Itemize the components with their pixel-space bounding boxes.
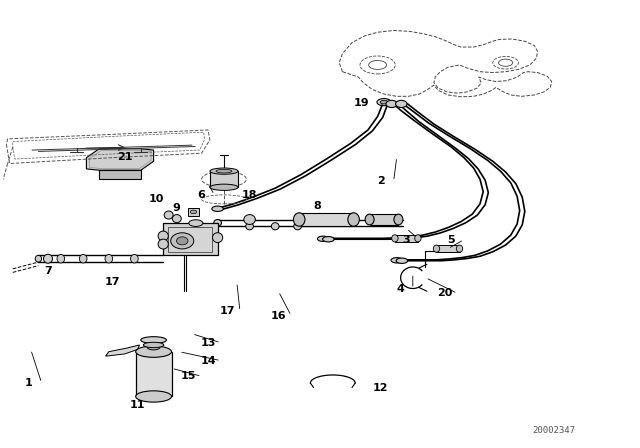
- Ellipse shape: [131, 254, 138, 263]
- Ellipse shape: [190, 210, 196, 214]
- Text: 5: 5: [447, 235, 455, 245]
- Ellipse shape: [136, 346, 172, 358]
- Ellipse shape: [394, 214, 403, 225]
- Ellipse shape: [456, 245, 463, 252]
- Ellipse shape: [396, 100, 407, 108]
- Ellipse shape: [158, 231, 168, 241]
- Polygon shape: [99, 170, 141, 179]
- Ellipse shape: [136, 391, 172, 402]
- Text: 7: 7: [44, 266, 52, 276]
- Ellipse shape: [396, 258, 408, 263]
- Circle shape: [171, 233, 194, 249]
- Ellipse shape: [172, 215, 181, 223]
- Text: 13: 13: [200, 338, 216, 348]
- Bar: [188, 208, 199, 216]
- Text: 15: 15: [181, 371, 196, 381]
- Text: 12: 12: [373, 383, 388, 392]
- Ellipse shape: [391, 258, 403, 263]
- Ellipse shape: [271, 223, 279, 230]
- Ellipse shape: [377, 99, 391, 106]
- Ellipse shape: [294, 213, 305, 226]
- Text: 14: 14: [200, 356, 216, 366]
- Text: 21: 21: [117, 152, 132, 162]
- Ellipse shape: [317, 236, 329, 241]
- Ellipse shape: [158, 239, 168, 249]
- Ellipse shape: [143, 342, 164, 348]
- Polygon shape: [106, 345, 140, 356]
- Ellipse shape: [164, 211, 173, 219]
- Ellipse shape: [294, 223, 301, 230]
- Text: 11: 11: [130, 401, 145, 410]
- Ellipse shape: [392, 235, 398, 242]
- Bar: [436, 245, 460, 252]
- Text: 6: 6: [198, 190, 205, 200]
- Circle shape: [177, 237, 188, 245]
- Text: 17: 17: [104, 277, 120, 287]
- Text: 3: 3: [403, 235, 410, 245]
- Ellipse shape: [348, 213, 360, 226]
- Bar: [395, 235, 418, 242]
- Ellipse shape: [214, 220, 221, 226]
- Ellipse shape: [212, 233, 223, 242]
- Ellipse shape: [433, 245, 440, 252]
- Text: 10: 10: [149, 194, 164, 204]
- Text: 8: 8: [313, 201, 321, 211]
- Bar: [300, 213, 354, 226]
- Ellipse shape: [210, 184, 238, 190]
- Ellipse shape: [148, 341, 159, 346]
- Bar: [210, 171, 238, 187]
- Ellipse shape: [216, 169, 232, 173]
- Text: 16: 16: [271, 311, 286, 321]
- Text: 2: 2: [377, 177, 385, 186]
- Ellipse shape: [246, 223, 253, 230]
- Text: 20002347: 20002347: [532, 426, 575, 435]
- Ellipse shape: [244, 215, 255, 224]
- Bar: [370, 214, 398, 225]
- Ellipse shape: [57, 254, 65, 263]
- Polygon shape: [86, 149, 154, 170]
- Bar: [163, 223, 218, 255]
- Ellipse shape: [380, 100, 388, 104]
- Ellipse shape: [44, 254, 52, 263]
- Text: 18: 18: [242, 190, 257, 200]
- Text: 9: 9: [172, 203, 180, 213]
- Ellipse shape: [189, 220, 203, 226]
- Bar: [168, 227, 212, 252]
- Ellipse shape: [147, 345, 160, 350]
- Ellipse shape: [386, 100, 397, 108]
- Ellipse shape: [105, 254, 113, 263]
- Ellipse shape: [415, 235, 421, 242]
- Text: 1: 1: [25, 378, 33, 388]
- Ellipse shape: [141, 337, 166, 343]
- Ellipse shape: [323, 237, 334, 242]
- Text: 19: 19: [354, 98, 369, 108]
- Text: 17: 17: [220, 306, 235, 316]
- Ellipse shape: [210, 168, 238, 174]
- Ellipse shape: [365, 214, 374, 225]
- Ellipse shape: [35, 255, 42, 262]
- Ellipse shape: [79, 254, 87, 263]
- Ellipse shape: [212, 206, 223, 211]
- Text: 20: 20: [437, 289, 452, 298]
- Bar: [136, 352, 172, 396]
- Text: 4: 4: [396, 284, 404, 294]
